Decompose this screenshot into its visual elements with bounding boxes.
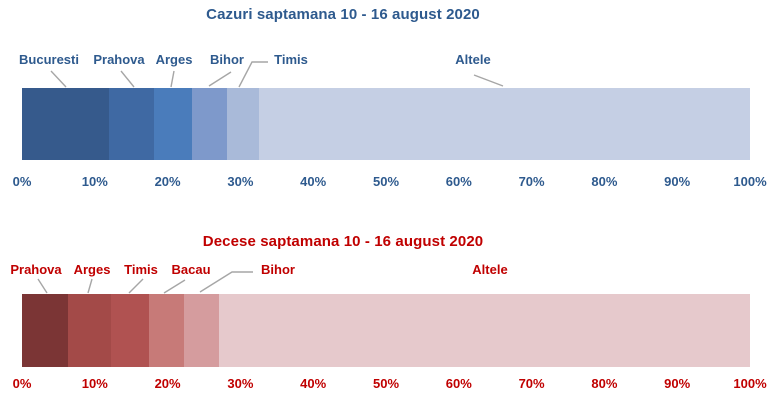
axis-tick-60pct: 60% xyxy=(445,174,472,189)
axis-tick-80pct: 80% xyxy=(591,174,618,189)
leader-line-arges xyxy=(170,70,175,88)
axis-tick-30pct: 30% xyxy=(227,174,254,189)
category-label-altele: Altele xyxy=(455,52,491,67)
axis-tick-50pct: 50% xyxy=(372,174,400,189)
leader-line-bacau xyxy=(163,279,186,294)
axis-tick-40pct: 40% xyxy=(300,376,327,391)
bar-segment-bacau xyxy=(148,294,184,367)
bar-segment-prahova xyxy=(22,294,68,367)
category-label-altele: Altele xyxy=(472,262,508,277)
axis-tick-100pct: 100% xyxy=(733,174,767,189)
category-label-bihor: Bihor xyxy=(261,262,295,277)
bar-segment-arges xyxy=(154,88,193,160)
category-label-bacau: Bacau xyxy=(171,262,211,277)
bar-segment-bucuresti xyxy=(22,88,110,160)
bar-segment-altele xyxy=(218,294,750,367)
stacked-bar-decese xyxy=(22,294,750,367)
axis-tick-10pct: 10% xyxy=(81,174,108,189)
axis-tick-20pct: 20% xyxy=(154,174,181,189)
category-label-timis: Timis xyxy=(124,262,158,277)
axis-tick-80pct: 80% xyxy=(591,376,618,391)
bar-segment-arges xyxy=(67,294,111,367)
chart-decese: Decese saptamana 10 - 16 august 2020 Pra… xyxy=(0,202,778,404)
category-label-prahova: Prahova xyxy=(10,262,62,277)
category-label-bihor: Bihor xyxy=(210,52,244,67)
leader-line-arges xyxy=(87,278,93,294)
leader-line-bihor xyxy=(208,71,232,87)
axis-tick-100pct: 100% xyxy=(733,376,767,391)
leader-line-timis xyxy=(128,278,144,294)
leader-line-prahova xyxy=(120,70,135,88)
stacked-bar-cazuri xyxy=(22,88,750,160)
bar-segment-bihor xyxy=(183,294,219,367)
bar-segment-timis xyxy=(110,294,149,367)
chart-title-cazuri: Cazuri saptamana 10 - 16 august 2020 xyxy=(206,6,480,23)
axis-tick-70pct: 70% xyxy=(518,174,545,189)
leader-line-altele xyxy=(473,74,504,87)
x-axis-decese: 0% 10% 20% 30% 40% 50% 60% 70% 80% 90% 100% xyxy=(0,376,778,394)
leader-line-bucuresti xyxy=(50,70,67,88)
category-label-arges: Arges xyxy=(73,262,111,277)
category-label-prahova: Prahova xyxy=(93,52,145,67)
axis-tick-0pct: 0% xyxy=(12,376,32,391)
axis-tick-0pct: 0% xyxy=(12,174,32,189)
category-label-bucuresti: Bucuresti xyxy=(19,52,79,67)
axis-tick-70pct: 70% xyxy=(518,376,545,391)
axis-tick-20pct: 20% xyxy=(154,376,181,391)
category-label-arges: Arges xyxy=(155,52,193,67)
bar-segment-timis xyxy=(226,88,259,160)
leader-line-prahova xyxy=(37,278,48,294)
bar-segment-bihor xyxy=(192,88,227,160)
chart-title-decese: Decese saptamana 10 - 16 august 2020 xyxy=(202,233,484,250)
axis-tick-60pct: 60% xyxy=(445,376,472,391)
category-label-timis: Timis xyxy=(274,52,308,67)
chart-cazuri: Cazuri saptamana 10 - 16 august 2020 Buc… xyxy=(0,6,778,192)
axis-tick-30pct: 30% xyxy=(227,376,254,391)
bar-segment-prahova xyxy=(109,88,155,160)
bar-segment-altele xyxy=(258,88,750,160)
axis-tick-90pct: 90% xyxy=(664,174,691,189)
axis-tick-90pct: 90% xyxy=(664,376,691,391)
axis-tick-40pct: 40% xyxy=(300,174,327,189)
axis-tick-50pct: 50% xyxy=(372,376,400,391)
axis-tick-10pct: 10% xyxy=(81,376,108,391)
x-axis-cazuri: 0% 10% 20% 30% 40% 50% 60% 70% 80% 90% 100% xyxy=(0,174,778,192)
